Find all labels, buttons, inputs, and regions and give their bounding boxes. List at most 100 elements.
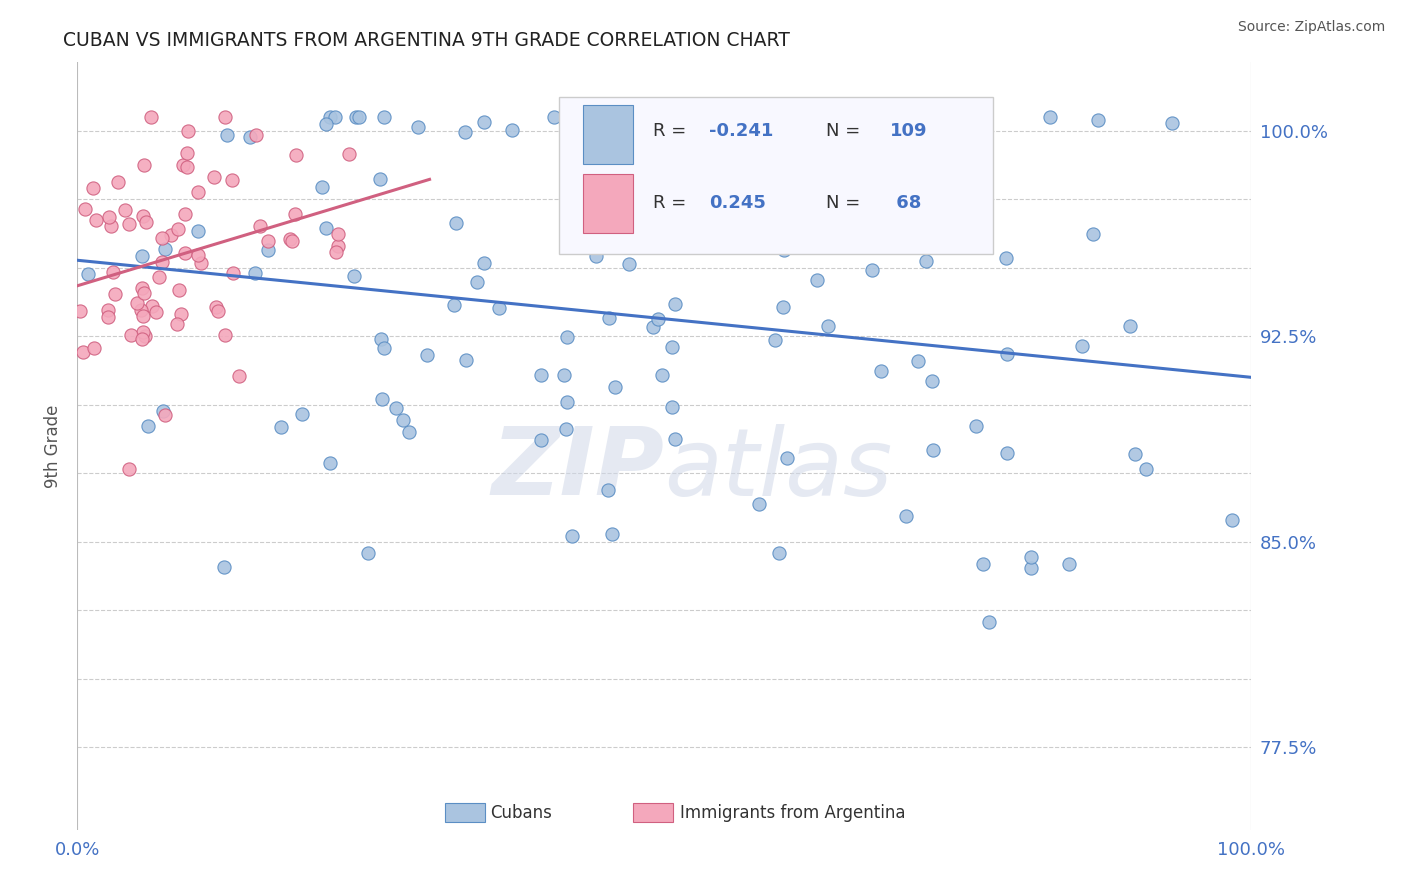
- Point: [555, 395, 578, 409]
- Point: [585, 249, 607, 263]
- Point: [114, 202, 136, 217]
- Point: [972, 557, 994, 571]
- Point: [1087, 113, 1109, 128]
- Point: [664, 432, 686, 446]
- Point: [641, 319, 664, 334]
- Text: R =: R =: [652, 194, 692, 211]
- Text: 0.245: 0.245: [709, 194, 766, 211]
- Text: -0.241: -0.241: [709, 122, 773, 140]
- Point: [748, 497, 770, 511]
- Point: [446, 216, 468, 230]
- Point: [344, 110, 367, 124]
- Point: [83, 341, 105, 355]
- Point: [406, 120, 429, 134]
- Point: [1161, 116, 1184, 130]
- Point: [385, 401, 408, 416]
- Point: [172, 158, 194, 172]
- Point: [398, 425, 420, 440]
- Point: [907, 354, 929, 368]
- Point: [1119, 318, 1142, 333]
- Point: [1057, 557, 1080, 571]
- Point: [1071, 339, 1094, 353]
- Point: [141, 110, 163, 124]
- Point: [148, 270, 170, 285]
- Point: [1019, 550, 1042, 565]
- Point: [187, 248, 209, 262]
- Point: [221, 173, 243, 187]
- Point: [82, 181, 104, 195]
- Point: [228, 368, 250, 383]
- Point: [465, 275, 488, 289]
- Point: [135, 215, 157, 229]
- Point: [152, 404, 174, 418]
- Point: [914, 253, 936, 268]
- Point: [97, 310, 120, 324]
- Point: [922, 442, 945, 457]
- Point: [600, 527, 623, 541]
- Point: [647, 312, 669, 326]
- Point: [118, 217, 141, 231]
- Point: [315, 117, 337, 131]
- Text: 109: 109: [890, 122, 927, 140]
- Point: [205, 300, 228, 314]
- Point: [170, 307, 193, 321]
- Point: [553, 368, 575, 382]
- Point: [356, 546, 378, 560]
- Point: [173, 207, 195, 221]
- Point: [257, 244, 280, 258]
- Point: [773, 243, 796, 257]
- Point: [772, 300, 794, 314]
- Point: [651, 214, 673, 228]
- Point: [100, 219, 122, 233]
- Point: [319, 110, 342, 124]
- Point: [373, 110, 395, 124]
- FancyBboxPatch shape: [558, 97, 993, 254]
- Point: [239, 130, 262, 145]
- Point: [598, 311, 620, 326]
- Point: [173, 245, 195, 260]
- Point: [894, 509, 917, 524]
- Point: [98, 211, 121, 225]
- Point: [145, 305, 167, 319]
- Text: CUBAN VS IMMIGRANTS FROM ARGENTINA 9TH GRADE CORRELATION CHART: CUBAN VS IMMIGRANTS FROM ARGENTINA 9TH G…: [63, 31, 790, 50]
- Point: [138, 418, 160, 433]
- Text: 68: 68: [890, 194, 921, 211]
- Point: [557, 330, 579, 344]
- Point: [132, 325, 155, 339]
- Point: [134, 158, 156, 172]
- Point: [711, 110, 734, 124]
- Point: [530, 433, 553, 447]
- Point: [245, 266, 267, 280]
- Point: [117, 461, 139, 475]
- Point: [166, 318, 188, 332]
- Point: [617, 257, 640, 271]
- Point: [1081, 227, 1104, 241]
- Point: [75, 202, 97, 216]
- Point: [870, 364, 893, 378]
- Point: [325, 245, 347, 260]
- Point: [278, 232, 301, 246]
- Point: [817, 318, 839, 333]
- Point: [596, 483, 619, 497]
- Point: [214, 328, 236, 343]
- Point: [120, 327, 142, 342]
- Point: [326, 227, 349, 242]
- Point: [129, 303, 152, 318]
- Point: [270, 420, 292, 434]
- Text: N =: N =: [827, 122, 866, 140]
- Point: [370, 332, 392, 346]
- Point: [212, 560, 235, 574]
- Point: [69, 303, 91, 318]
- Point: [214, 110, 236, 124]
- Point: [190, 256, 212, 270]
- Point: [284, 207, 307, 221]
- Point: [343, 268, 366, 283]
- Point: [709, 194, 731, 209]
- Point: [768, 545, 790, 559]
- Text: 9th Grade: 9th Grade: [45, 404, 62, 488]
- Point: [454, 352, 477, 367]
- Point: [755, 222, 778, 236]
- Point: [603, 379, 626, 393]
- Point: [994, 251, 1017, 265]
- Point: [555, 422, 578, 436]
